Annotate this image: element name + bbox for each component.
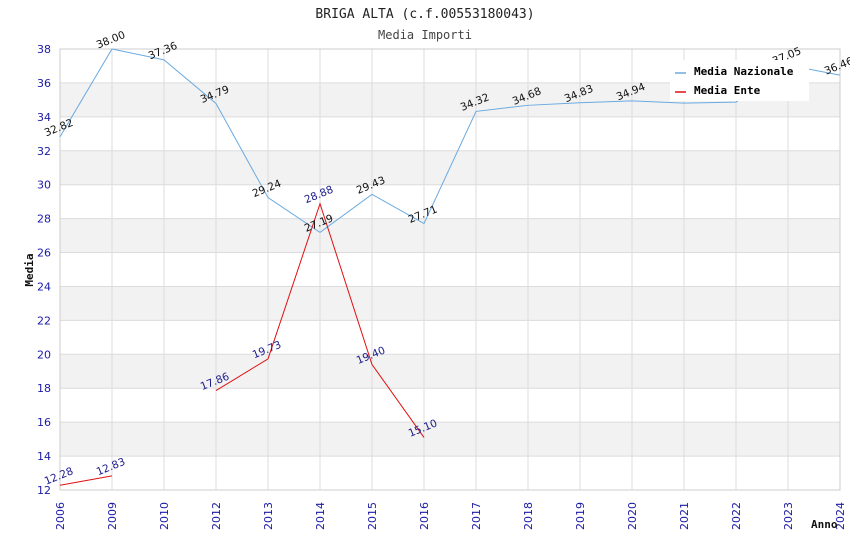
x-tick-label: 2010 xyxy=(158,502,171,530)
grid-lines xyxy=(59,48,841,491)
grid-band xyxy=(60,286,840,321)
legend-label-media-ente: Media Ente xyxy=(694,84,761,97)
y-tick-label: 26 xyxy=(37,247,51,260)
x-tick-label: 2013 xyxy=(262,502,275,530)
y-tick-label: 20 xyxy=(37,348,51,361)
y-tick-label: 34 xyxy=(37,111,51,124)
y-tick-label: 22 xyxy=(37,314,51,327)
grid-bands xyxy=(60,82,840,457)
x-tick-label: 2022 xyxy=(730,502,743,530)
x-tick-label: 2006 xyxy=(54,502,67,530)
series-line-media-nazionale xyxy=(59,48,841,233)
x-tick-label: 2020 xyxy=(626,502,639,530)
y-tick-label: 24 xyxy=(37,280,51,293)
plot-area xyxy=(59,48,841,491)
data-label: 12.83 xyxy=(95,456,127,478)
legend-label-media-nazionale: Media Nazionale xyxy=(694,65,794,78)
x-tick-label: 2017 xyxy=(470,502,483,530)
x-tick-label: 2015 xyxy=(366,502,379,530)
x-tick-label: 2018 xyxy=(522,502,535,530)
series-layer xyxy=(59,48,841,486)
y-tick-label: 36 xyxy=(37,77,51,90)
grid-band xyxy=(60,218,840,253)
grid-band xyxy=(60,354,840,389)
y-tick-label: 18 xyxy=(37,382,51,395)
series-line-media-ente xyxy=(215,202,425,438)
chart-subtitle: Media Importi xyxy=(378,28,472,42)
x-tick-label: 2009 xyxy=(106,502,119,530)
y-tick-label: 28 xyxy=(37,213,51,226)
data-label: 37.36 xyxy=(147,40,180,63)
y-axis-ticks: 12 14 16 18 20 22 24 26 28 30 32 34 36 38 xyxy=(37,43,51,497)
x-tick-label: 2021 xyxy=(678,502,691,530)
y-tick-label: 32 xyxy=(37,145,51,158)
legend: Media Nazionale Media Ente xyxy=(670,60,809,101)
chart-title: BRIGA ALTA (c.f.00553180043) xyxy=(315,7,534,22)
y-tick-label: 30 xyxy=(37,179,51,192)
x-tick-label: 2023 xyxy=(782,502,795,530)
data-label: 28.88 xyxy=(303,184,335,206)
x-tick-label: 2019 xyxy=(574,502,587,530)
series-line-media-ente xyxy=(59,475,113,486)
x-tick-label: 2016 xyxy=(418,502,431,530)
x-axis-ticks: 2006 2009 2010 2012 2013 2014 2015 2016 2017 2018… xyxy=(54,502,847,530)
data-label: 38.00 xyxy=(95,29,127,51)
y-tick-label: 14 xyxy=(37,450,51,463)
x-axis-label: Anno xyxy=(811,518,838,531)
x-tick-label: 2024 xyxy=(834,502,847,530)
x-tick-label: 2014 xyxy=(314,502,327,530)
x-tick-label: 2012 xyxy=(210,502,223,530)
y-axis-label: Media xyxy=(23,253,36,286)
data-label: 12.28 xyxy=(43,465,75,487)
grid-band xyxy=(60,422,840,457)
y-tick-label: 12 xyxy=(37,484,51,497)
legend-box xyxy=(670,60,809,101)
y-tick-label: 16 xyxy=(37,416,51,429)
y-tick-label: 38 xyxy=(37,43,51,56)
